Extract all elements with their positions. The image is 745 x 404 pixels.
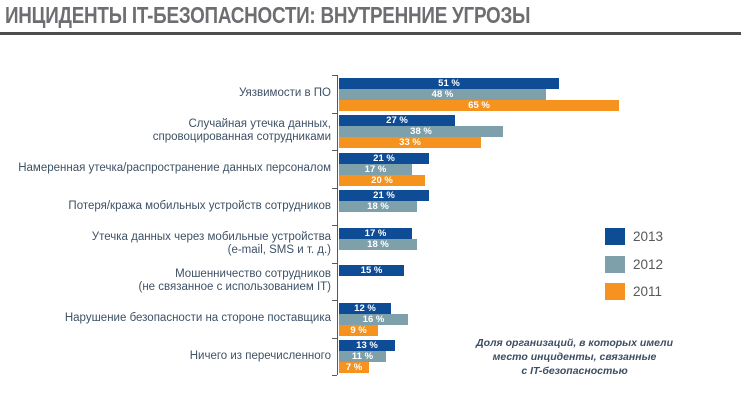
bar-2012: 18 % [339, 238, 417, 250]
legend-label: 2011 [633, 284, 663, 299]
legend-item-2011: 2011 [605, 283, 662, 300]
category-label: Ничего из перечисленного [189, 349, 331, 362]
bar-2013: 27 % [339, 115, 455, 126]
bar-value-label: 15 % [360, 265, 383, 276]
bar-value-label: 51 % [438, 77, 460, 89]
bar-2011: 7 % [339, 362, 369, 373]
category-label: Утечка данных через мобильные устройства… [91, 230, 331, 256]
axis-tick [332, 225, 337, 226]
bar-value-label: 9 % [350, 324, 367, 336]
axis-tick [332, 75, 337, 76]
category-label: Мошенничество сотрудников (не связанное … [138, 268, 331, 294]
title-underline [0, 32, 741, 35]
bar-2011: 9 % [339, 324, 378, 336]
bar-2012: 16 % [339, 313, 408, 325]
bar-value-label: 17 % [364, 163, 387, 175]
legend-swatch [605, 283, 625, 300]
bar-value-label: 38 % [410, 126, 432, 137]
axis-tick [332, 112, 337, 114]
category-label: Нарушение безопасности на стороне постав… [64, 312, 331, 325]
category-label: Потеря/кража мобильных устройств сотрудн… [68, 199, 331, 212]
bar-value-label: 18 % [367, 201, 389, 212]
bar-value-label: 11 % [351, 351, 374, 362]
bar-value-label: 20 % [371, 174, 393, 186]
axis-tick [332, 187, 337, 189]
legend-swatch [605, 255, 625, 273]
bar-2013: 15 % [339, 265, 404, 276]
footnote-line: Доля организаций, в которых имели [476, 337, 673, 349]
legend-swatch [605, 228, 625, 245]
bar-2011: 20 % [339, 174, 425, 186]
bar-value-label: 48 % [431, 88, 454, 100]
bar-2013: 12 % [339, 302, 391, 314]
bar-2011: 65 % [339, 99, 619, 111]
axis-tick [332, 150, 337, 151]
bar-value-label: 21 % [373, 152, 395, 164]
footnote-line: с IT-безопасностью [521, 365, 628, 377]
bar-value-label: 7 % [345, 362, 363, 373]
bar-2013: 21 % [339, 190, 429, 201]
bar-2013: 51 % [339, 77, 559, 89]
legend-item-2012: 2012 [605, 255, 664, 273]
legend-item-2013: 2013 [605, 228, 663, 245]
bar-2012: 38 % [339, 126, 503, 137]
bar-value-label: 16 % [362, 313, 385, 325]
category-label: Намеренная утечка/распространение данных… [18, 162, 331, 175]
bar-value-label: 33 % [399, 137, 421, 148]
page-title: ИНЦИДЕНТЫ IT-БЕЗОПАСНОСТИ: ВНУТРЕННИЕ УГ… [5, 2, 531, 28]
axis-tick [332, 375, 337, 376]
bar-value-label: 13 % [356, 340, 378, 351]
bar-2012: 18 % [339, 201, 417, 212]
bar-value-label: 18 % [367, 238, 389, 250]
bar-2013: 13 % [339, 340, 395, 351]
bar-2013: 21 % [339, 152, 429, 164]
category-label: Уязвимости в ПО [238, 87, 331, 100]
bar-2012: 11 % [339, 351, 386, 362]
footnote-line: место инциденты, связанные [492, 351, 657, 363]
bar-value-label: 17 % [364, 227, 387, 239]
category-label: Случайная утечка данных, спровоцированна… [152, 118, 331, 144]
bar-2011: 33 % [339, 137, 481, 148]
axis-tick [332, 337, 337, 339]
axis-tick [332, 262, 337, 264]
bar-value-label: 27 % [386, 115, 408, 126]
bar-2012: 48 % [339, 88, 546, 100]
category-axis-line [337, 75, 338, 375]
chart-footnote: Доля организаций, в которых имели место … [452, 336, 697, 378]
axis-tick [332, 300, 337, 301]
legend-label: 2012 [633, 256, 664, 272]
bar-value-label: 21 % [373, 190, 395, 201]
legend-label: 2013 [633, 229, 664, 244]
bar-2013: 17 % [339, 227, 412, 239]
bar-value-label: 65 % [468, 99, 490, 111]
bar-2012: 17 % [339, 163, 412, 175]
bar-value-label: 12 % [354, 302, 376, 314]
